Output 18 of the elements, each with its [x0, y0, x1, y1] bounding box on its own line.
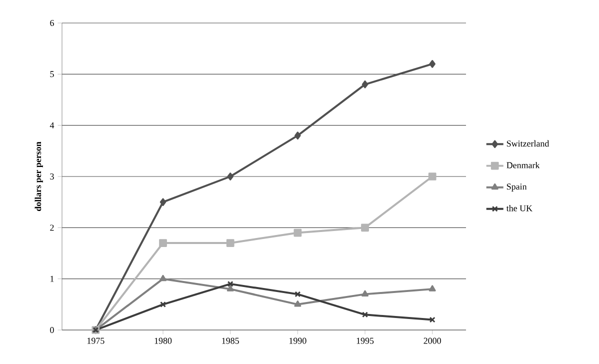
y-tick-label: 4 [50, 122, 54, 128]
y-tick-label: 5 [50, 71, 54, 78]
x-tick-label: 1980 [154, 338, 172, 344]
y-tick-label: 6 [50, 20, 54, 26]
legend-label: Switzerland [506, 140, 550, 147]
y-tick-label: 2 [50, 224, 54, 231]
x-tick-label: 1990 [289, 338, 306, 344]
legend-label: Spain [506, 184, 527, 192]
y-tick-label: 0 [50, 326, 54, 334]
x-tick-label: 1995 [356, 338, 374, 344]
legend-label: the UK [506, 205, 532, 212]
y-tick-label: 1 [50, 276, 54, 282]
y-tick-label: 3 [50, 173, 54, 180]
x-tick-label: 1985 [222, 338, 239, 344]
y-axis-title: dollars per person [34, 142, 43, 212]
legend-label: Denmark [506, 162, 540, 168]
x-tick-label: 1975 [87, 338, 104, 344]
x-tick-label: 2000 [424, 338, 441, 344]
